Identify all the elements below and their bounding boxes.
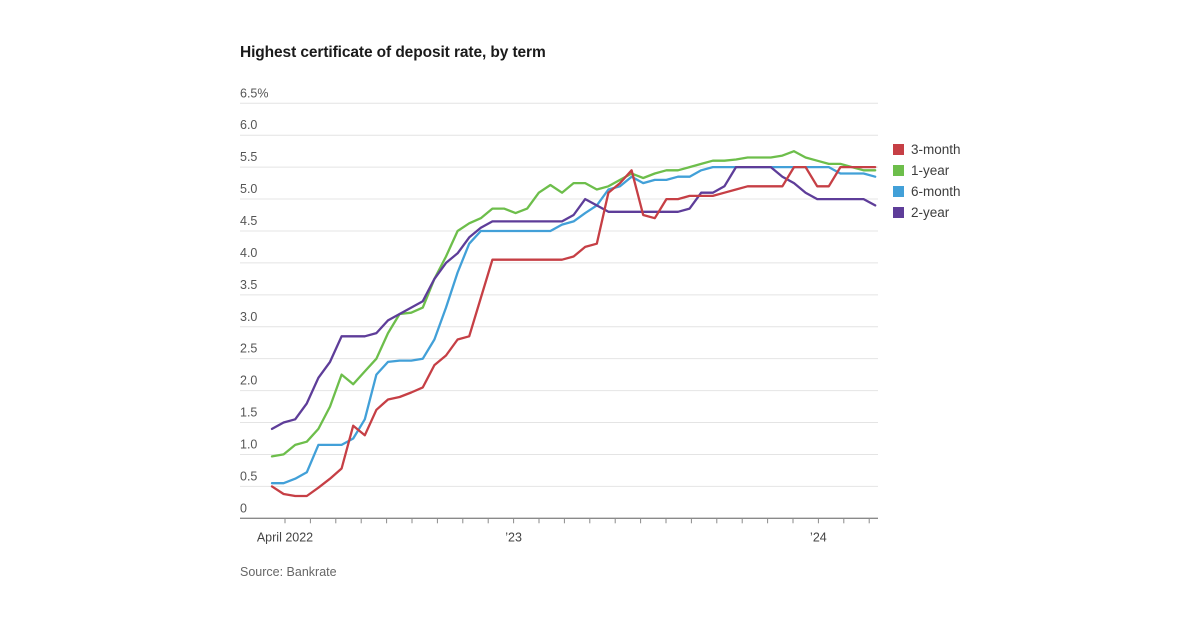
series-line-6-month bbox=[270, 165, 877, 485]
y-axis-label: 3.0 bbox=[240, 310, 257, 324]
y-axis-label: 3.5 bbox=[240, 278, 257, 292]
y-axis-label: 6.5% bbox=[240, 88, 269, 100]
series-line-1-year bbox=[270, 150, 877, 458]
y-axis-label: 6.0 bbox=[240, 118, 257, 132]
legend-item-2-year: 2-year bbox=[893, 202, 961, 223]
legend-swatch-icon bbox=[893, 144, 904, 155]
legend-swatch-icon bbox=[893, 165, 904, 176]
legend-label: 1-year bbox=[911, 163, 950, 178]
source-note: Source: Bankrate bbox=[240, 565, 337, 579]
y-axis-label: 5.0 bbox=[240, 182, 257, 196]
legend-item-3-month: 3-month bbox=[893, 139, 961, 160]
chart-title: Highest certificate of deposit rate, by … bbox=[240, 44, 546, 61]
legend-item-6-month: 6-month bbox=[893, 181, 961, 202]
y-axis-label: 4.0 bbox=[240, 246, 257, 260]
y-axis-label: 4.5 bbox=[240, 214, 257, 228]
legend-item-1-year: 1-year bbox=[893, 160, 961, 181]
legend-swatch-icon bbox=[893, 207, 904, 218]
y-axis-label: 1.5 bbox=[240, 406, 257, 420]
x-axis-label: ’24 bbox=[810, 530, 827, 544]
y-axis-label: 0.5 bbox=[240, 469, 257, 483]
x-axis-label: ’23 bbox=[505, 530, 522, 544]
y-axis-label: 2.0 bbox=[240, 374, 257, 388]
y-axis-label: 0 bbox=[240, 501, 247, 515]
legend-label: 3-month bbox=[911, 142, 961, 157]
series-line-2-year bbox=[270, 165, 877, 431]
chart-canvas: 6.5% 6.0 5.5 5.0 4.5 4.0 3.5 3.0 2.5 2.0 1.5 1.0 0.5… bbox=[240, 88, 878, 544]
y-axis-label: 5.5 bbox=[240, 150, 257, 164]
x-axis-label: April 2022 bbox=[257, 530, 313, 544]
legend-label: 6-month bbox=[911, 184, 961, 199]
legend-label: 2-year bbox=[911, 205, 950, 220]
y-axis-label: 2.5 bbox=[240, 342, 257, 356]
legend: 3-month 1-year 6-month 2-year bbox=[893, 139, 961, 223]
legend-swatch-icon bbox=[893, 186, 904, 197]
series-line-3-month bbox=[270, 165, 877, 498]
y-axis-label: 1.0 bbox=[240, 437, 257, 451]
